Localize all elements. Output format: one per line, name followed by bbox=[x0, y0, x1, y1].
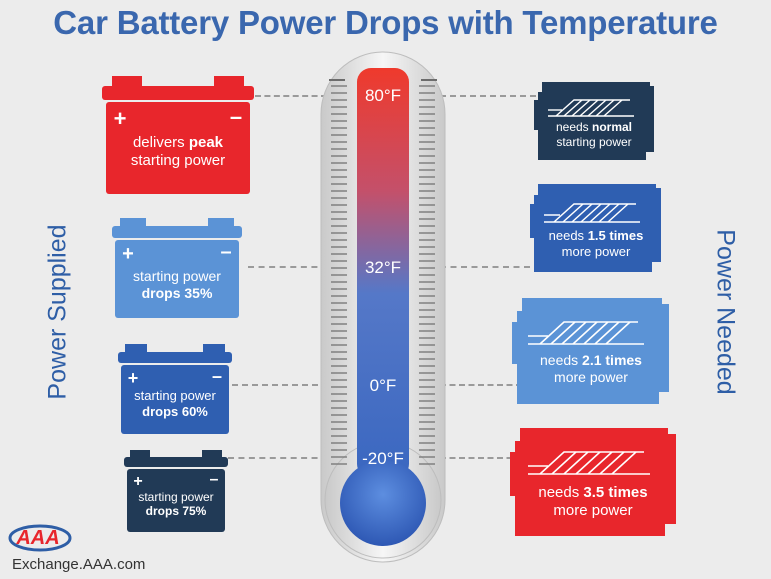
connector-line bbox=[440, 95, 536, 97]
battery-line1: starting power bbox=[133, 268, 221, 284]
engine-line2: more power bbox=[553, 502, 633, 520]
engine-2-1-times: needs 2.1 times more power bbox=[512, 296, 672, 406]
engine-line2: starting power bbox=[556, 134, 632, 149]
engine-line1: needs bbox=[540, 352, 583, 368]
temp-label-80: 80°F bbox=[364, 86, 402, 105]
svg-text:–: – bbox=[230, 104, 242, 129]
engine-line1: needs bbox=[548, 228, 588, 243]
connector-line bbox=[440, 384, 522, 386]
footer-url[interactable]: Exchange.AAA.com bbox=[12, 556, 146, 573]
connector-line bbox=[255, 95, 327, 97]
engine-3-5-times: needs 3.5 times more power bbox=[510, 426, 680, 538]
battery-drop-60: + – starting power drops 60% bbox=[116, 342, 234, 436]
svg-text:+: + bbox=[122, 243, 134, 265]
page-title: Car Battery Power Drops with Temperature bbox=[53, 4, 718, 41]
connector-line bbox=[232, 384, 328, 386]
engine-line1-bold: 3.5 times bbox=[583, 484, 648, 501]
battery-line2: starting power bbox=[130, 152, 226, 169]
engine-line1-bold: normal bbox=[592, 120, 633, 134]
svg-text:+: + bbox=[133, 473, 142, 490]
engine-line1-bold: 2.1 times bbox=[582, 352, 642, 368]
connector-line bbox=[440, 266, 530, 268]
connector-line bbox=[228, 457, 328, 459]
engine-line1: needs bbox=[555, 120, 592, 134]
battery-drop-75: + – starting power drops 75% bbox=[122, 448, 230, 534]
engine-1-5-times: needs 1.5 times more power bbox=[530, 182, 664, 274]
temp-label-minus20: -20°F bbox=[362, 449, 404, 468]
engine-line2: more power bbox=[561, 243, 631, 259]
battery-line1-bold: peak bbox=[188, 134, 224, 151]
engine-normal: needs normal starting power bbox=[534, 80, 656, 162]
svg-text:+: + bbox=[128, 368, 139, 388]
battery-line1: delivers bbox=[132, 134, 189, 151]
battery-line2-bold: drops 75% bbox=[145, 504, 207, 519]
connector-line bbox=[248, 266, 328, 268]
temp-label-32: 32°F bbox=[364, 258, 402, 277]
svg-text:–: – bbox=[210, 471, 219, 488]
battery-line1: starting power bbox=[138, 490, 214, 504]
engine-line1: needs bbox=[538, 484, 584, 501]
battery-line2-bold: drops 35% bbox=[141, 284, 213, 301]
battery-line1: starting power bbox=[134, 388, 216, 403]
battery-drop-35: + – starting power drops 35% bbox=[110, 216, 244, 320]
battery-line2-bold: drops 60% bbox=[142, 403, 208, 419]
engine-line2: more power bbox=[554, 369, 628, 386]
aaa-logo: AAA bbox=[8, 524, 72, 552]
aaa-logo-text: AAA bbox=[15, 527, 59, 549]
svg-text:+: + bbox=[114, 106, 127, 131]
temp-label-0: 0°F bbox=[369, 376, 397, 395]
battery-peak: + – delivers peak starting power bbox=[100, 74, 256, 196]
connector-line bbox=[440, 457, 522, 459]
engine-line1-bold: 1.5 times bbox=[587, 228, 644, 243]
svg-text:–: – bbox=[212, 366, 222, 386]
svg-text:–: – bbox=[220, 241, 231, 263]
